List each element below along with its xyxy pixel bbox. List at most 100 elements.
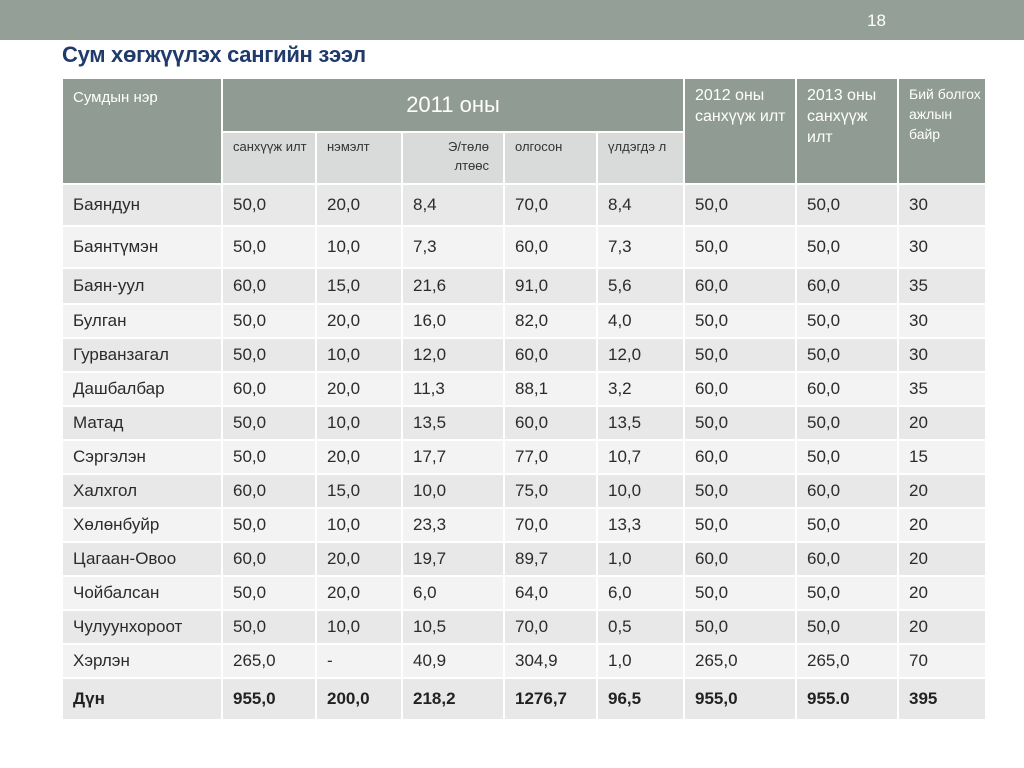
value-cell: 89,7	[503, 541, 598, 577]
value-cell: 82,0	[503, 303, 598, 339]
value-cell: 7,3	[401, 225, 505, 269]
value-cell: 60,0	[795, 473, 899, 509]
value-cell: 30	[897, 303, 987, 339]
value-cell: -	[315, 643, 403, 679]
total-value-cell: 96,5	[596, 677, 685, 721]
soum-name-cell: Чойбалсан	[61, 575, 223, 611]
header-2013: 2013 оны санхүүж илт	[795, 77, 899, 185]
value-cell: 60,0	[683, 439, 797, 475]
table-row: Баян-уул 60,0 15,0 21,6 91,0 5,6 60,0 60,0 35	[61, 267, 987, 305]
value-cell: 88,1	[503, 371, 598, 407]
top-bar: 18	[0, 0, 1024, 40]
value-cell: 0,5	[596, 609, 685, 645]
value-cell: 50,0	[795, 405, 899, 441]
total-value-cell: 395	[897, 677, 987, 721]
value-cell: 10,0	[315, 405, 403, 441]
value-cell: 35	[897, 371, 987, 407]
value-cell: 6,0	[596, 575, 685, 611]
value-cell: 60,0	[221, 473, 317, 509]
soum-name-cell: Гурванзагал	[61, 337, 223, 373]
total-value-cell: 955,0	[221, 677, 317, 721]
value-cell: 20	[897, 575, 987, 611]
value-cell: 50,0	[683, 225, 797, 269]
value-cell: 16,0	[401, 303, 505, 339]
value-cell: 77,0	[503, 439, 598, 475]
subheader-repayment: Э/төлө лтөөс	[401, 131, 505, 185]
subheader-financing: санхүүж илт	[221, 131, 317, 185]
total-value-cell: 955.0	[795, 677, 899, 721]
value-cell: 50,0	[683, 405, 797, 441]
value-cell: 10,0	[315, 225, 403, 269]
value-cell: 50,0	[795, 609, 899, 645]
value-cell: 50,0	[795, 439, 899, 475]
value-cell: 10,5	[401, 609, 505, 645]
value-cell: 60,0	[221, 371, 317, 407]
value-cell: 50,0	[795, 183, 899, 227]
slide-title: Сум хөгжүүлэх сангийн зээл	[62, 42, 366, 67]
value-cell: 50,0	[221, 303, 317, 339]
value-cell: 50,0	[683, 473, 797, 509]
total-value-cell: 1276,7	[503, 677, 598, 721]
value-cell: 13,3	[596, 507, 685, 543]
table-row: Дашбалбар 60,0 20,0 11,3 88,1 3,2 60,0 60,0 35	[61, 371, 987, 407]
total-label: Дүн	[61, 677, 223, 721]
value-cell: 50,0	[683, 575, 797, 611]
value-cell: 40,9	[401, 643, 505, 679]
table-row: Халхгол 60,0 15,0 10,0 75,0 10,0 50,0 60,0 20	[61, 473, 987, 509]
value-cell: 5,6	[596, 267, 685, 305]
value-cell: 20	[897, 609, 987, 645]
value-cell: 265,0	[221, 643, 317, 679]
value-cell: 23,3	[401, 507, 505, 543]
value-cell: 20,0	[315, 183, 403, 227]
value-cell: 60,0	[503, 405, 598, 441]
value-cell: 60,0	[795, 267, 899, 305]
soum-name-cell: Хөлөнбуйр	[61, 507, 223, 543]
table-row: Баянтүмэн 50,0 10,0 7,3 60,0 7,3 50,0 50,0 30	[61, 225, 987, 269]
value-cell: 50,0	[795, 575, 899, 611]
table-row: Чойбалсан 50,0 20,0 6,0 64,0 6,0 50,0 50,0 20	[61, 575, 987, 611]
value-cell: 10,0	[315, 609, 403, 645]
value-cell: 30	[897, 225, 987, 269]
value-cell: 50,0	[221, 405, 317, 441]
value-cell: 70	[897, 643, 987, 679]
value-cell: 50,0	[683, 183, 797, 227]
value-cell: 11,3	[401, 371, 505, 407]
soum-name-cell: Матад	[61, 405, 223, 441]
header-2012: 2012 оны санхүүж илт	[683, 77, 797, 185]
value-cell: 35	[897, 267, 987, 305]
value-cell: 20	[897, 405, 987, 441]
total-row: Дүн 955,0 200,0 218,2 1276,7 96,5 955,0 955.0 39…	[61, 677, 987, 721]
value-cell: 50,0	[683, 303, 797, 339]
total-value-cell: 955,0	[683, 677, 797, 721]
value-cell: 19,7	[401, 541, 505, 577]
value-cell: 1,0	[596, 643, 685, 679]
value-cell: 70,0	[503, 609, 598, 645]
value-cell: 50,0	[683, 609, 797, 645]
soum-name-cell: Булган	[61, 303, 223, 339]
table-row: Сэргэлэн 50,0 20,0 17,7 77,0 10,7 60,0 50,0 15	[61, 439, 987, 475]
value-cell: 21,6	[401, 267, 505, 305]
value-cell: 70,0	[503, 507, 598, 543]
soum-name-cell: Цагаан-Овоо	[61, 541, 223, 577]
value-cell: 10,7	[596, 439, 685, 475]
value-cell: 20	[897, 541, 987, 577]
value-cell: 10,0	[596, 473, 685, 509]
value-cell: 60,0	[683, 541, 797, 577]
value-cell: 8,4	[596, 183, 685, 227]
value-cell: 60,0	[683, 267, 797, 305]
value-cell: 20	[897, 507, 987, 543]
value-cell: 70,0	[503, 183, 598, 227]
value-cell: 15,0	[315, 473, 403, 509]
soum-name-cell: Баяндун	[61, 183, 223, 227]
value-cell: 60,0	[683, 371, 797, 407]
value-cell: 60,0	[221, 541, 317, 577]
value-cell: 50,0	[221, 507, 317, 543]
value-cell: 8,4	[401, 183, 505, 227]
value-cell: 64,0	[503, 575, 598, 611]
value-cell: 50,0	[795, 225, 899, 269]
table-row: Матад 50,0 10,0 13,5 60,0 13,5 50,0 50,0 20	[61, 405, 987, 441]
table-row: Булган 50,0 20,0 16,0 82,0 4,0 50,0 50,0 30	[61, 303, 987, 339]
value-cell: 3,2	[596, 371, 685, 407]
value-cell: 10,0	[315, 337, 403, 373]
value-cell: 50,0	[683, 337, 797, 373]
